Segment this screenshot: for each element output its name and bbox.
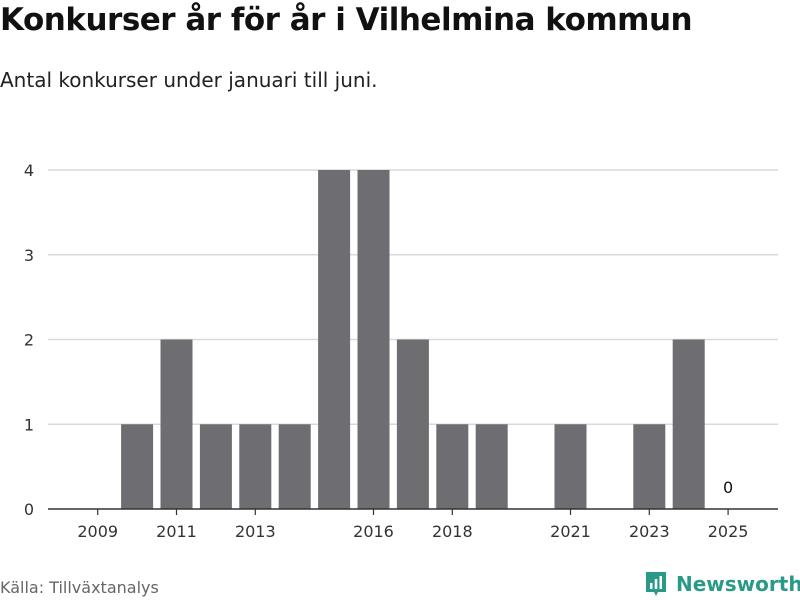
x-tick-label: 2023 — [629, 522, 670, 541]
bar — [633, 424, 666, 509]
bar — [160, 339, 193, 509]
x-tick-label: 2016 — [353, 522, 394, 541]
y-tick-label: 3 — [24, 246, 34, 265]
y-tick-label: 4 — [24, 161, 34, 180]
bar — [199, 424, 232, 509]
source-note: Källa: Tillväxtanalys — [0, 578, 159, 597]
bar — [239, 424, 272, 509]
x-tick-label: 2018 — [432, 522, 473, 541]
bar — [475, 424, 508, 509]
bar — [554, 424, 587, 509]
x-tick-label: 2011 — [156, 522, 197, 541]
bar — [318, 170, 351, 509]
bar — [357, 170, 390, 509]
y-tick-label: 0 — [24, 500, 34, 519]
brand-name: Newsworthy — [676, 572, 800, 596]
y-tick-label: 2 — [24, 331, 34, 350]
bar — [278, 424, 311, 509]
brand-logo: Newsworthy — [644, 570, 800, 598]
bar — [396, 339, 429, 509]
x-tick-label: 2009 — [77, 522, 118, 541]
bar — [436, 424, 469, 509]
chart-subtitle: Antal konkurser under januari till juni. — [0, 68, 378, 92]
x-tick-label: 2025 — [708, 522, 749, 541]
chart-title: Konkurser år för år i Vilhelmina kommun — [0, 2, 693, 38]
bar-chart-logo-icon — [646, 572, 666, 596]
data-label: 0 — [723, 478, 733, 497]
bar — [672, 339, 705, 509]
bar — [121, 424, 154, 509]
x-tick-label: 2021 — [550, 522, 591, 541]
y-tick-label: 1 — [24, 415, 34, 434]
bar-chart: 0 1 2 3 4 0 2009 2011 2013 2016 2018 2021 2023 2025 — [24, 161, 778, 541]
x-tick-label: 2013 — [235, 522, 276, 541]
